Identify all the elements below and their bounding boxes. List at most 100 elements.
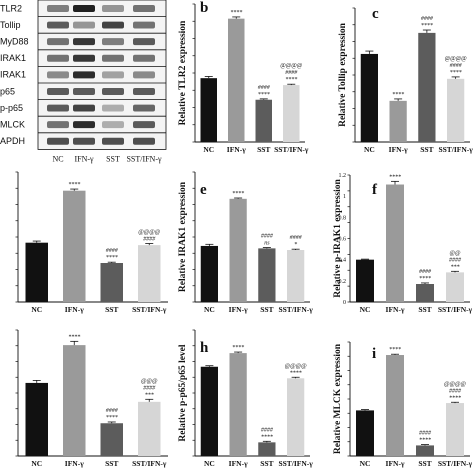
blot-band xyxy=(102,38,124,46)
bar-sst-ifn- xyxy=(446,403,464,456)
panel-letter: i xyxy=(372,346,376,362)
blot-band xyxy=(133,121,155,129)
y-tick-label: 0.2 xyxy=(339,279,347,285)
y-axis-label: Relative MLCK expression xyxy=(333,343,343,454)
chart-b: Relative TLR2 expression b NC IFN-γ **** SST *… xyxy=(178,0,309,154)
bar-sst-ifn- xyxy=(283,85,300,142)
bar-ifn- xyxy=(389,100,407,142)
significance-label: **** xyxy=(258,92,270,98)
blot-row-label: IRAK1 xyxy=(0,53,26,63)
category-label: IFN-γ xyxy=(229,305,248,314)
blot-row-label: MLCK xyxy=(0,119,25,129)
bar-nc xyxy=(360,53,378,142)
category-label: SST/IFN-γ xyxy=(438,305,473,314)
significance-label: **** xyxy=(421,23,433,29)
category-label: NC xyxy=(360,305,371,314)
blot-band xyxy=(102,71,124,79)
category-label: NC xyxy=(364,145,375,154)
category-label: SST xyxy=(418,305,431,314)
significance-label: #### xyxy=(419,269,432,275)
significance-label: **** xyxy=(68,182,80,188)
blot-row-label: APDH xyxy=(0,136,25,146)
blot-band xyxy=(47,87,69,95)
significance-label: **** xyxy=(449,395,461,401)
y-tick-label: 0.8 xyxy=(339,215,347,221)
significance-label: #### xyxy=(106,408,119,414)
y-tick-label: 1 xyxy=(343,194,346,200)
bar-nc xyxy=(25,382,48,456)
chart-e: Relative IRAK1 expression e NC IFN-γ **** SST… xyxy=(178,171,313,314)
significance-label: #### xyxy=(261,427,274,433)
category-label: SST/IFN-γ xyxy=(278,305,313,314)
significance-label: **** xyxy=(290,370,302,376)
blot-band xyxy=(133,137,155,145)
significance-label: #### xyxy=(449,257,462,263)
blot-band xyxy=(102,104,124,112)
significance-label: **** xyxy=(389,347,401,353)
blot-band xyxy=(47,137,69,145)
chart-h: Relative p-p65/p65 level h NC IFN-γ **** SST *… xyxy=(178,329,313,468)
blot-band xyxy=(102,87,124,95)
category-label: IFN-γ xyxy=(389,145,408,154)
significance-label: @@@@ xyxy=(444,381,467,387)
chart-d: NC IFN-γ****SST****####SST/IFN-γ####@@@@ xyxy=(15,171,168,314)
blot-row-label: Tollip xyxy=(0,20,21,30)
category-label: SST/IFN-γ xyxy=(132,305,167,314)
significance-label: **** xyxy=(106,415,118,421)
blot-band xyxy=(73,21,95,29)
category-label: SST xyxy=(260,459,273,468)
significance-label: #### xyxy=(143,385,156,391)
blot-row-label: p-p65 xyxy=(0,103,23,113)
significance-label: @@ xyxy=(449,250,461,256)
blot-band xyxy=(73,87,95,95)
y-axis-label: Relative Tollip expression xyxy=(338,22,348,127)
bar-sst xyxy=(100,263,123,302)
bar-ifn- xyxy=(386,355,404,456)
category-label: SST xyxy=(257,145,270,154)
category-label: IFN-γ xyxy=(65,459,84,468)
blot-row-label: TLR2 xyxy=(0,3,22,13)
category-label: NC xyxy=(360,459,371,468)
significance-label: #### xyxy=(258,85,271,91)
panel-letter: c xyxy=(372,6,379,22)
bar-ifn- xyxy=(63,190,86,302)
category-label: IFN-γ xyxy=(386,459,405,468)
bar-sst xyxy=(416,284,434,302)
significance-label: ns xyxy=(264,241,270,247)
significance-label: #### xyxy=(143,237,156,243)
blot-band xyxy=(73,137,95,145)
category-label: SST/IFN-γ xyxy=(278,459,313,468)
y-tick-label: 1.2 xyxy=(339,173,347,179)
western-blot-panel: TLR2 Tollip MyD88 IRAK1 IRAK1 p65 p-p65 MLCK APD… xyxy=(0,0,167,163)
significance-label: **** xyxy=(106,255,118,261)
category-label: IFN-γ xyxy=(229,459,248,468)
bar-nc xyxy=(200,245,218,302)
blot-band xyxy=(47,38,69,46)
category-label: SST/IFN-γ xyxy=(438,459,473,468)
significance-label: #### xyxy=(421,16,434,22)
bar-ifn- xyxy=(63,345,86,456)
significance-label: **** xyxy=(68,334,80,340)
significance-label: * xyxy=(294,242,297,248)
category-label: NC xyxy=(203,145,214,154)
bar-sst xyxy=(418,32,436,143)
bar-ifn- xyxy=(386,184,404,302)
bar-nc xyxy=(200,78,217,142)
bar-sst-ifn- xyxy=(287,250,305,302)
category-label: IFN-γ xyxy=(227,145,246,154)
blot-band xyxy=(73,4,95,12)
category-label: NC xyxy=(31,305,42,314)
significance-label: @@@@ xyxy=(445,56,468,62)
blot-band xyxy=(133,21,155,29)
bar-sst xyxy=(258,442,276,456)
blot-band xyxy=(47,54,69,62)
blot-row-label: IRAK1 xyxy=(0,70,26,80)
bar-ifn- xyxy=(228,18,245,143)
y-tick-label: 0.4 xyxy=(339,258,347,264)
category-label: SST/IFN-γ xyxy=(274,145,309,154)
significance-label: @@@ xyxy=(141,378,158,384)
blot-band xyxy=(73,71,95,79)
bar-sst xyxy=(100,423,123,456)
significance-label: #### xyxy=(449,388,462,394)
